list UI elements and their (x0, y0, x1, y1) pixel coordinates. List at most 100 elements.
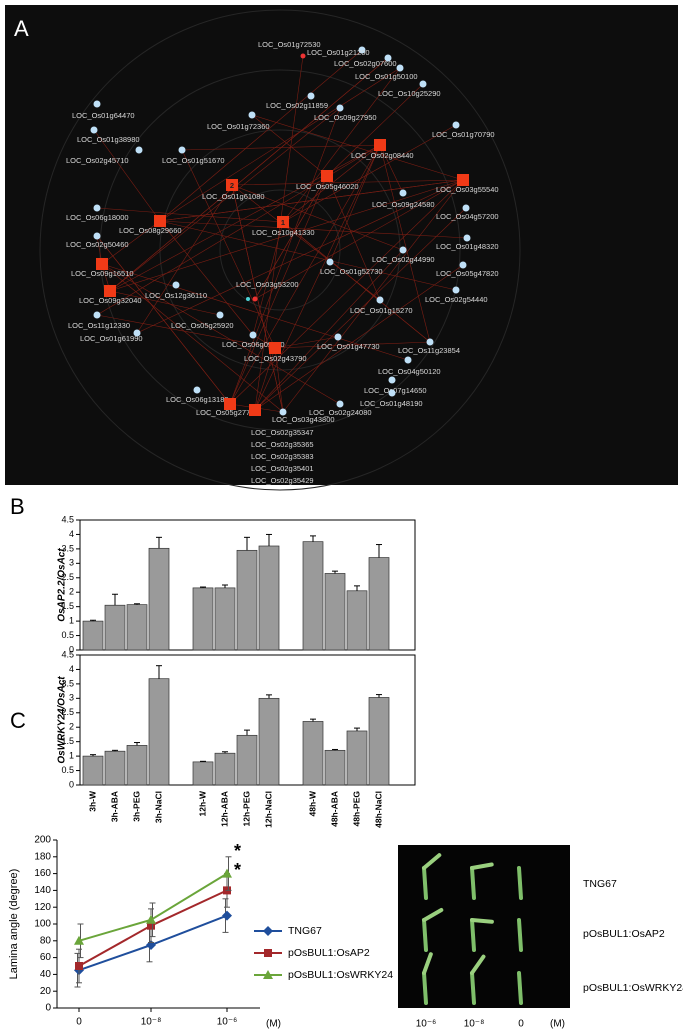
x-tick-label: 12h-ABA (219, 791, 229, 827)
annotation: * (234, 860, 241, 880)
network-edge (282, 124, 457, 223)
gene-node (248, 111, 256, 119)
network-edge (282, 67, 401, 223)
y-tick-label: 40 (40, 969, 52, 980)
legend-marker (263, 970, 273, 979)
gene-node (93, 232, 101, 240)
node-label: LOC_Os07g14650 (364, 386, 427, 395)
node-label: LOC_Os01g48320 (436, 242, 499, 251)
gene-node (358, 46, 366, 54)
gene-node (172, 281, 180, 289)
hub-node (154, 215, 166, 227)
y-tick-label: 1 (69, 615, 74, 625)
y-tick-label: 20 (40, 986, 52, 997)
node-label: LOC_Os12g36110 (145, 291, 207, 300)
guide-ring (219, 189, 341, 311)
hub-node (374, 139, 386, 151)
unit-label: (M) (550, 1019, 565, 1030)
x-tick-label: 10⁻⁸ (141, 1017, 162, 1028)
node-label: LOC_Os02g50460 (66, 240, 129, 249)
bar (192, 761, 214, 786)
gene-node (399, 189, 407, 197)
network-edge (251, 114, 328, 177)
gene-node (178, 146, 186, 154)
legend-label: pOsBUL1:OsAP2 (288, 947, 370, 959)
node-label: LOC_Os05g46020 (296, 182, 359, 191)
x-tick-label: 10⁻⁶ (217, 1017, 238, 1028)
y-axis-label: OsWRKY24/OsAct (57, 676, 68, 764)
gene-node (334, 333, 342, 341)
network-edge (109, 179, 464, 292)
y-tick-label: 200 (34, 835, 51, 846)
y-tick-label: 2.5 (61, 572, 74, 582)
x-tick-label: 48h-ABA (329, 791, 339, 827)
network-edge (229, 144, 381, 405)
node-label: LOC_Os01g15270 (350, 306, 413, 315)
network-edge (254, 249, 404, 411)
network-edge (231, 184, 404, 251)
network-edge (274, 347, 284, 413)
bar (368, 697, 390, 786)
bar (302, 721, 324, 786)
point (147, 921, 155, 930)
gene-node (388, 376, 396, 384)
network-edge (96, 314, 276, 349)
column-label: 10⁻⁶ (416, 1019, 437, 1030)
node-label: LOC_Os01g61990 (80, 334, 143, 343)
hub-node (96, 258, 108, 270)
network-edge (159, 220, 468, 239)
node-label: LOC_Os03g53200 (236, 280, 299, 289)
node-label: LOC_Os02g43790 (244, 354, 307, 363)
point (75, 962, 83, 970)
annotation: * (234, 841, 241, 861)
network-edge (274, 336, 339, 349)
gene-node (452, 121, 460, 129)
seedling (422, 952, 433, 975)
y-tick-label: 4 (69, 664, 74, 674)
seedling (422, 971, 428, 1005)
network-edge (159, 220, 457, 291)
network-edge (159, 49, 363, 222)
network-edge (254, 179, 464, 300)
bar (192, 587, 214, 651)
panel-label: B (10, 494, 25, 519)
bar (258, 697, 280, 786)
y-tick-label: 80 (40, 935, 52, 946)
network-edge (254, 144, 381, 411)
y-tick-label: 0 (69, 779, 74, 789)
bar (214, 752, 236, 786)
hub-node (321, 170, 333, 182)
network-edge (181, 149, 276, 349)
network-edge (93, 129, 161, 222)
hub-node (104, 285, 116, 297)
seedling (470, 866, 476, 900)
point (222, 868, 232, 878)
y-tick-label: 2 (69, 722, 74, 732)
panel-label: A (14, 16, 29, 41)
y-tick-label: 3.5 (61, 678, 74, 688)
y-tick-label: 0.5 (61, 765, 74, 775)
gene-node (404, 356, 412, 364)
seedling (470, 971, 476, 1005)
guide-ring (99, 69, 461, 431)
gene-node (462, 204, 470, 212)
node-label: LOC_Os02g35347 (251, 428, 314, 437)
x-unit: (M) (266, 1019, 281, 1030)
y-tick-label: 1.5 (61, 601, 74, 611)
bar (302, 541, 324, 651)
network-edge (254, 207, 467, 411)
y-tick-label: 100 (34, 919, 51, 930)
bar (148, 547, 170, 651)
node-label: LOC_Os02g35365 (251, 440, 314, 449)
network-edge (109, 57, 389, 292)
node-label: LOC_Os02g24080 (309, 408, 372, 417)
gene-node (90, 126, 98, 134)
seedling (422, 866, 428, 900)
gene-node (336, 104, 344, 112)
network-edge (136, 184, 233, 334)
x-tick-label: 3h-W (87, 790, 97, 812)
y-tick-label: 160 (34, 868, 51, 879)
node-label: LOC_Os06g13180 (166, 395, 229, 404)
